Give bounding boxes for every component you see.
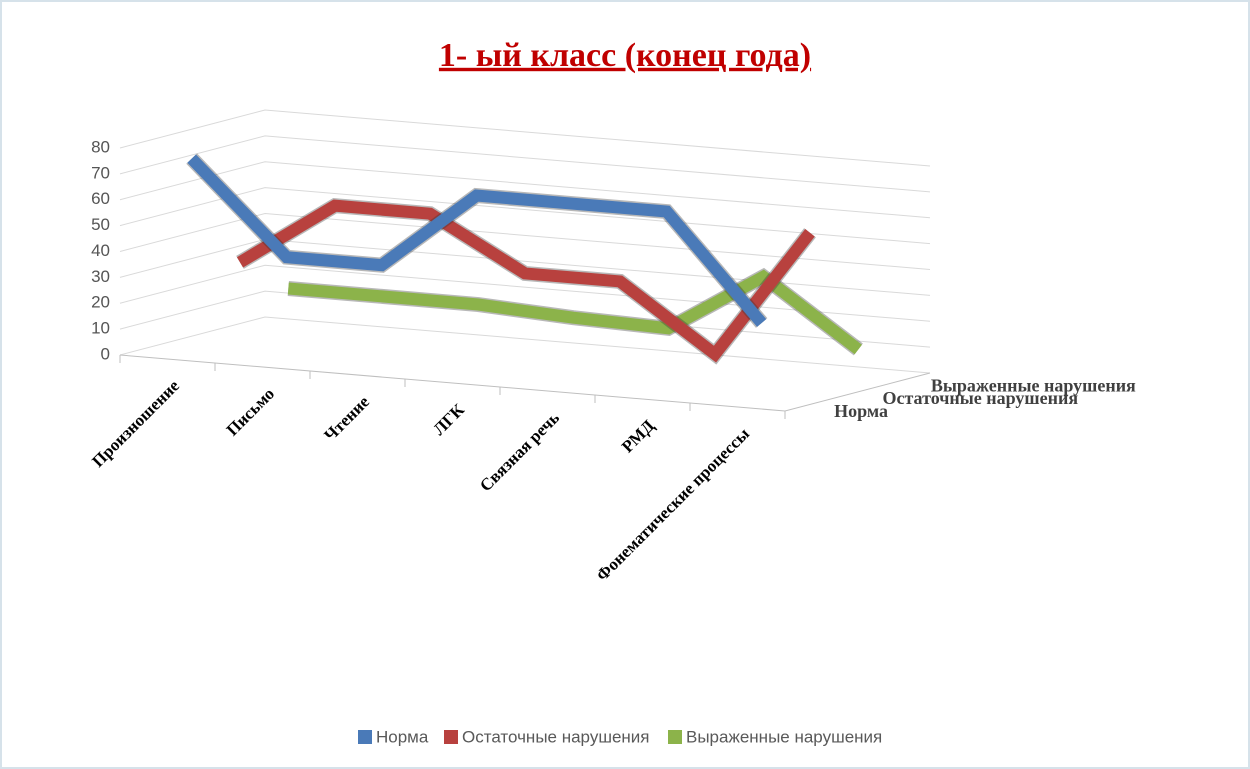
legend-label: Остаточные нарушения — [462, 727, 650, 746]
depth-label: Выраженные нарушения — [931, 375, 1136, 395]
depth-label: Норма — [834, 401, 888, 421]
grid-line — [119, 161, 931, 219]
y-tick-label: 0 — [101, 344, 110, 363]
y-tick-label: 80 — [91, 137, 110, 156]
y-tick-label: 50 — [91, 215, 110, 234]
y-tick-label: 60 — [91, 189, 110, 208]
y-tick-label: 70 — [91, 163, 110, 182]
legend-label: Выраженные нарушения — [686, 727, 882, 746]
chart-title: 1- ый класс (конец года) — [439, 37, 811, 74]
y-tick-label: 40 — [91, 241, 110, 260]
grid-line — [119, 187, 931, 245]
grid-line — [119, 109, 931, 167]
legend-swatch — [668, 730, 682, 744]
y-tick-label: 30 — [91, 267, 110, 286]
grid-line — [119, 135, 931, 193]
legend: Норма Остаточные нарушения Выраженные нару… — [358, 727, 882, 746]
grid-line — [119, 212, 931, 270]
depth-label: Остаточные нарушения — [883, 388, 1079, 408]
series-line — [187, 154, 767, 327]
legend-swatch — [358, 730, 372, 744]
series-line — [287, 269, 862, 355]
series-line — [236, 199, 815, 363]
grid-line — [119, 290, 931, 348]
legend-swatch — [444, 730, 458, 744]
legend-label: Норма — [376, 727, 429, 746]
y-tick-label: 10 — [91, 319, 110, 338]
y-tick-label: 20 — [91, 293, 110, 312]
